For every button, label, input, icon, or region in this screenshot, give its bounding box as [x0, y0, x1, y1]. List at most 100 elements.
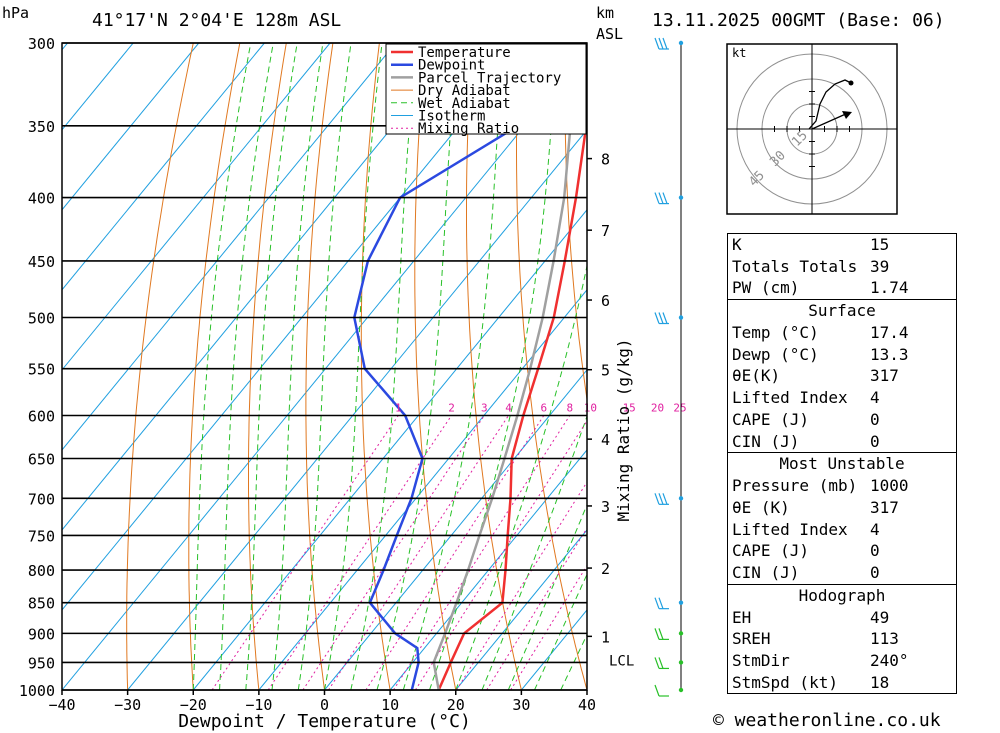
mixing-ratio-label: 4 [505, 402, 512, 415]
surface-index-label: Lifted Index [732, 388, 848, 408]
surface-index-value: 4 [870, 388, 880, 408]
wind-barb-flag [654, 37, 660, 50]
wet-adiabat-line [507, 503, 587, 690]
pressure-tick-label: 600 [28, 407, 55, 425]
wet-adiabat-line [534, 573, 587, 690]
surface-index-row: CIN (J) 0 [728, 431, 956, 453]
hodo-index-label: EH [732, 607, 752, 627]
wind-barb-flag [658, 312, 664, 324]
pressure-tick-label: 350 [28, 118, 55, 136]
wind-barb-flag [654, 493, 660, 505]
copyright: © weatheronline.co.uk [713, 710, 941, 731]
wind-barb-flag [662, 37, 668, 50]
mixing-ratio-label: 15 [623, 402, 636, 415]
surface-index-value: 17.4 [870, 323, 909, 343]
dry-adiabat-line [414, 43, 457, 690]
pressure-tick-label: 400 [28, 190, 55, 208]
pressure-tick-label: 800 [28, 562, 55, 580]
isotherm-line [62, 43, 265, 291]
hodo-index-row: EH 49 [728, 607, 956, 629]
temperature-series [437, 109, 587, 690]
mixing-ratio-line [267, 415, 452, 690]
pressure-tick-label: 500 [28, 310, 55, 328]
pressure-unit-label: hPa [2, 4, 30, 22]
isotherm-line [62, 43, 528, 611]
surface-index-value: 317 [870, 366, 899, 386]
mu-index-label: θE (K) [732, 497, 790, 517]
x-tick-label: −20 [180, 696, 207, 714]
wind-barb [654, 684, 669, 697]
wind-barb [654, 657, 669, 670]
wind-barb-flag [662, 493, 668, 505]
wet-adiabat-line [192, 43, 252, 690]
x-tick-label: 30 [512, 696, 530, 714]
lcl-label: LCL [609, 654, 634, 670]
parcel-trajectory-series [432, 43, 578, 690]
wind-barb-flag [658, 493, 664, 505]
hodo-index-value: 49 [870, 607, 890, 627]
mu-index-row: Lifted Index 4 [728, 519, 956, 541]
km-tick-label: 3 [601, 498, 610, 516]
hodograph-indices: EH 49 SREH 113 StmDir 240° StmSpd (kt) 18 [728, 607, 956, 694]
pressure-tick-label: 450 [28, 253, 55, 271]
wind-barb-flag [654, 628, 660, 640]
km-tick-label: 2 [601, 560, 610, 578]
x-tick-label: 20 [447, 696, 465, 714]
isotherm-line [62, 43, 331, 371]
pressure-tick-label: 850 [28, 595, 55, 613]
hodograph-trace [808, 79, 852, 130]
wind-barb-flag [658, 192, 664, 204]
isotherm-line [62, 43, 134, 131]
x-tick-label: 40 [578, 696, 596, 714]
pressure-tick-label: 700 [28, 490, 55, 508]
wet-adiabat-line [402, 43, 504, 690]
mixing-ratio-label: 10 [584, 402, 597, 415]
dewpoint-series [353, 47, 587, 690]
pressure-tick-label: 750 [28, 527, 55, 545]
dry-adiabat-line [516, 43, 587, 690]
surface-index-label: CAPE (J) [732, 409, 810, 429]
mu-index-label: CIN (J) [732, 562, 800, 582]
legend-label: Wet Adiabat [418, 96, 511, 112]
pressure-tick-label: 550 [28, 361, 55, 379]
hodograph-end-dot [848, 80, 854, 86]
surface-index-row: Lifted Index 4 [728, 387, 956, 409]
hodo-index-row: StmDir 240° [728, 650, 956, 672]
general-index-value: 1.74 [870, 278, 909, 298]
hodo-index-value: 113 [870, 629, 899, 649]
km-tick-label: 8 [601, 151, 610, 169]
indices-table: K 15 Totals Totals 39 PW (cm) 1.74 Surface Te… [727, 233, 957, 695]
mu-index-label: Lifted Index [732, 519, 848, 539]
km-tick-label: 5 [601, 362, 610, 380]
isotherm-line [324, 369, 587, 690]
pressure-tick-label: 1000 [19, 682, 55, 700]
surface-index-value: 0 [870, 409, 880, 429]
surface-index-label: θE(K) [732, 366, 781, 386]
wind-barb-flag [662, 312, 668, 324]
dry-adiabat-line [984, 43, 1000, 690]
wind-barb-dot [678, 195, 684, 200]
wind-barb-flag [658, 628, 664, 640]
hodograph-unit-label: kt [732, 46, 746, 60]
isotherm-line [62, 43, 200, 211]
wind-barb-flag [654, 597, 660, 609]
km-tick-label: 1 [601, 628, 610, 646]
mu-index-value: 0 [870, 541, 880, 561]
dry-adiabat-line [126, 43, 194, 690]
surface-index-label: Dewp (°C) [732, 344, 819, 364]
surface-index-label: Temp (°C) [732, 323, 819, 343]
wet-adiabat-line [219, 43, 274, 690]
wind-barb-flag [654, 312, 660, 324]
isotherm-line [258, 289, 587, 690]
legend-label: Parcel Trajectory [418, 70, 561, 86]
isotherm-line [62, 48, 587, 690]
wind-barb-dot [678, 687, 684, 693]
surface-index-row: θE(K) 317 [728, 365, 956, 387]
mixing-ratio-line [365, 415, 545, 690]
general-index-row: PW (cm) 1.74 [728, 277, 956, 299]
wet-adiabat-line [350, 43, 418, 690]
mu-index-row: Pressure (mb) 1000 [728, 475, 956, 497]
isotherm-line [192, 209, 587, 690]
hodo-index-value: 18 [870, 672, 890, 692]
